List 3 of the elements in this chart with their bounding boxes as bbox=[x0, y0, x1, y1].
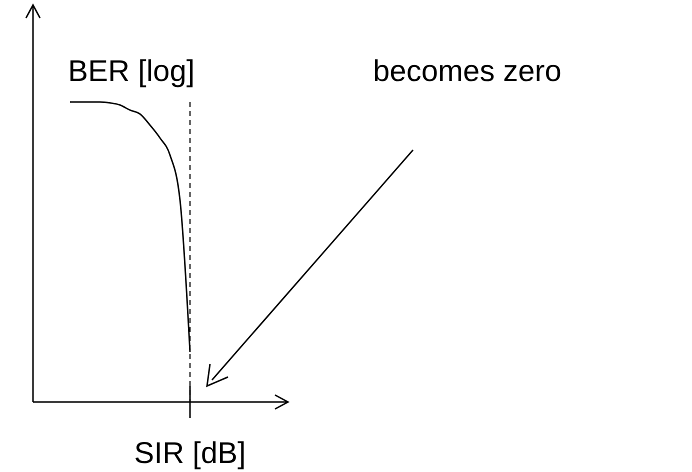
y-axis-title: BER [log] bbox=[68, 55, 195, 88]
text: becomes zero bbox=[373, 55, 562, 88]
x-axis-title: SIR [dB] bbox=[134, 437, 246, 470]
